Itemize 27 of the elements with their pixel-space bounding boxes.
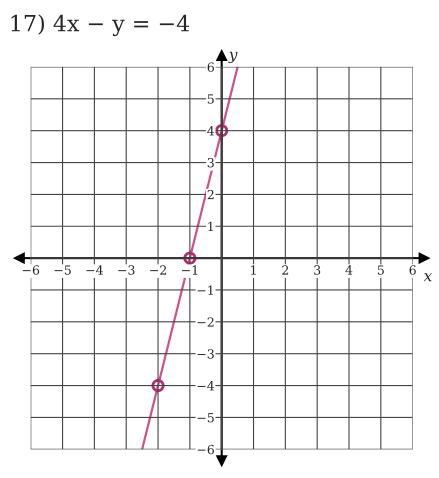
y-tick-label: −1 bbox=[198, 285, 213, 295]
x-axis-title: x bbox=[424, 273, 432, 282]
y-tick-label: −5 bbox=[198, 413, 214, 422]
x-tick-label: −1 bbox=[182, 265, 198, 275]
y-tick-label: 5 bbox=[208, 94, 214, 104]
x-tick-label: 3 bbox=[314, 265, 320, 275]
y-tick-label: 6 bbox=[208, 62, 214, 72]
x-tick-label: 5 bbox=[378, 265, 384, 275]
y-tick-label: 2 bbox=[208, 190, 214, 200]
y-tick-label: 1 bbox=[208, 222, 213, 231]
chart-title: 17) 4x − y = −4 bbox=[11, 14, 190, 36]
y-tick-label: −4 bbox=[198, 381, 214, 390]
x-tick-label: 2 bbox=[282, 265, 288, 275]
y-axis-title: y bbox=[228, 52, 238, 64]
x-tick-label: 4 bbox=[345, 265, 352, 275]
x-tick-label: −2 bbox=[150, 265, 166, 275]
x-tick-label: 1 bbox=[251, 265, 256, 275]
y-tick-label: −3 bbox=[198, 349, 214, 359]
y-tick-label: −6 bbox=[198, 444, 214, 454]
x-tick-label: −5 bbox=[54, 265, 71, 275]
y-tick-label: 3 bbox=[208, 158, 214, 168]
y-tick-label: −2 bbox=[198, 317, 214, 327]
x-tick-label: −6 bbox=[22, 265, 40, 275]
y-tick-label: 4 bbox=[207, 126, 214, 136]
x-tick-label: −4 bbox=[86, 265, 103, 275]
x-tick-label: 6 bbox=[410, 265, 416, 275]
x-tick-label: −3 bbox=[118, 265, 134, 275]
